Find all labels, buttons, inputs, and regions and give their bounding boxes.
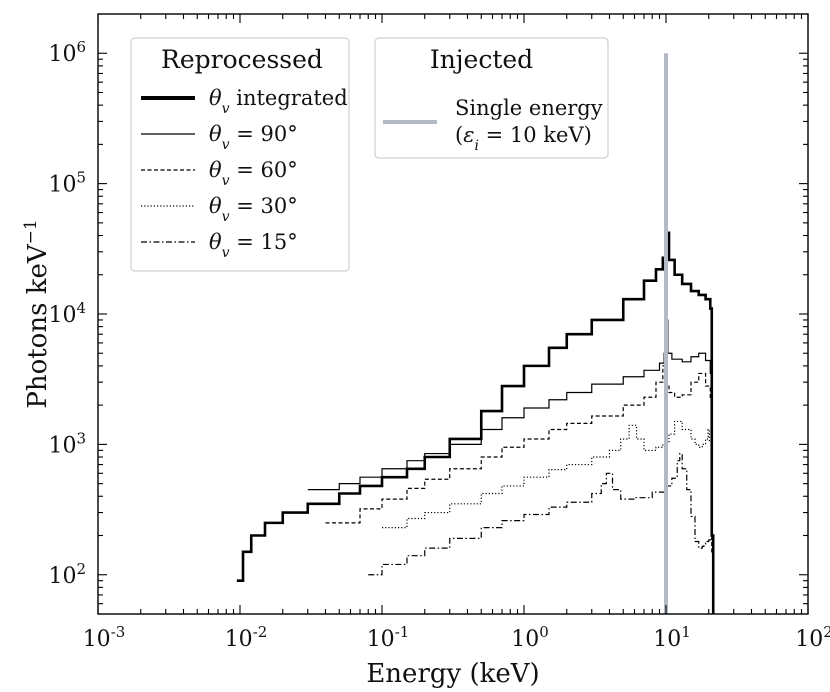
legend-injected-open: ( xyxy=(455,123,463,147)
series-line-0 xyxy=(236,231,715,614)
x-tick-label: 10-2 xyxy=(225,623,268,652)
x-axis-label: Energy (keV) xyxy=(366,659,539,689)
y-axis-label-exp: −1 xyxy=(21,219,41,244)
plot-frame xyxy=(97,13,809,615)
legend-reprocessed-title: Reprocessed xyxy=(161,45,323,74)
legend-reprocessed: Reprocessed θv integrated θv = 90° θv = 60… xyxy=(130,37,350,272)
legend-injected-box xyxy=(374,37,609,159)
legend-injected-title: Injected xyxy=(430,45,533,74)
legend-injected-rest: = 10 keV) xyxy=(479,123,592,147)
ticks-layer xyxy=(97,14,809,614)
x-tick-label: 10-3 xyxy=(83,623,126,652)
legend-injected: Injected Single energy (εi = 10 keV) xyxy=(374,37,609,159)
series-line-3 xyxy=(382,420,712,529)
legend-label-solid: θv = 90° xyxy=(209,122,298,153)
legend-label-thick: θv integrated xyxy=(209,86,348,117)
series-line-2 xyxy=(325,365,714,614)
legend-injected-sym: ε xyxy=(463,123,474,147)
legend-label-dashdot: θv = 15° xyxy=(209,230,298,261)
series-line-1 xyxy=(307,319,714,614)
y-axis-label-base: Photons keV xyxy=(23,243,53,408)
legend-reprocessed-entries: θv integrated θv = 90° θv = 60° θv = 30° θv … xyxy=(141,86,348,261)
legend-label-dashed: θv = 60° xyxy=(209,158,298,189)
legend-label-dotted: θv = 30° xyxy=(209,194,298,225)
y-tick-label: 102 xyxy=(48,560,86,589)
y-tick-label: 104 xyxy=(48,299,86,328)
series-layer xyxy=(236,231,715,614)
x-tick-label: 10-1 xyxy=(367,623,410,652)
y-tick-label: 106 xyxy=(48,38,86,67)
y-axis-label: Photons keV−1 xyxy=(21,219,53,408)
y-tick-label: 105 xyxy=(48,169,86,198)
x-tick-label: 100 xyxy=(511,623,549,652)
y-tick-label: 103 xyxy=(48,429,86,458)
legend-injected-sub: i xyxy=(474,138,478,154)
x-tick-label: 102 xyxy=(795,623,830,652)
x-tick-label: 101 xyxy=(653,623,691,652)
legend-injected-line2: (εi = 10 keV) xyxy=(455,123,592,154)
series-line-4 xyxy=(368,452,714,614)
legend-injected-line1: Single energy xyxy=(455,96,603,120)
